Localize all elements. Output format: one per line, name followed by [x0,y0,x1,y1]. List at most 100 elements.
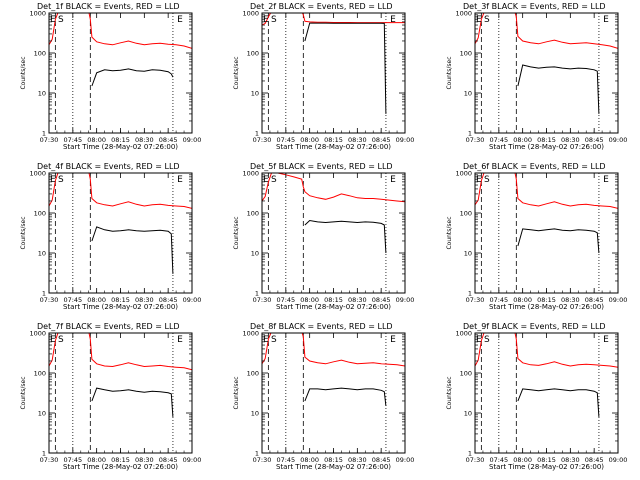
chart-title: Det_9f BLACK = Events, RED = LLD [463,322,606,331]
y-tick-label: 1000 [29,170,46,178]
x-tick-label: 09:00 [609,296,628,304]
series-line-lld [262,13,405,26]
x-tick-label: 08:30 [348,136,367,144]
chart-title: Det_4f BLACK = Events, RED = LLD [37,162,180,171]
y-tick-label: 1000 [242,170,259,178]
x-tick-label: 08:45 [372,296,391,304]
series-line-events [304,387,387,407]
chart-title: Det_6f BLACK = Events, RED = LLD [463,162,606,171]
x-axis-label: Start Time (28-May-02 07:26:00) [276,463,391,471]
y-tick-label: 100 [247,370,259,378]
event-marker-label: E [263,335,269,345]
x-tick-label: 08:15 [324,456,343,464]
plot-frame [48,332,193,454]
y-tick-label: 100 [34,50,46,58]
x-tick-label: 07:45 [276,136,295,144]
y-tick-label: 1 [255,290,259,298]
series-line-events [304,22,387,114]
chart-panel-4: Det_4f BLACK = Events, RED = LLD 1 10 100 10… [20,162,201,311]
event-marker-label: S [484,175,490,185]
x-tick-label: 07:45 [489,456,508,464]
plot-frame [261,172,406,294]
plot-frame [474,332,619,454]
event-marker-label: E [390,15,396,25]
x-tick-label: 09:00 [396,296,415,304]
plot-frame [261,332,406,454]
x-tick-label: 08:45 [159,136,178,144]
x-tick-label: 08:45 [585,456,604,464]
chart-title: Det_5f BLACK = Events, RED = LLD [250,162,393,171]
event-marker-label: E [50,15,56,25]
x-tick-label: 08:15 [111,136,130,144]
y-tick-label: 100 [34,370,46,378]
event-marker-label: E [603,175,609,185]
y-tick-label: 100 [34,210,46,218]
y-tick-label: 1 [468,130,472,138]
event-marker-label: E [476,335,482,345]
y-tick-label: 10 [464,410,472,418]
y-tick-label: 1 [255,450,259,458]
x-tick-label: 07:30 [253,136,272,144]
y-tick-label: 1 [468,450,472,458]
x-tick-label: 09:00 [183,136,202,144]
x-tick-label: 08:00 [87,136,106,144]
y-tick-label: 1000 [455,330,472,338]
chart-panel-6: Det_6f BLACK = Events, RED = LLD 1 10 100 10… [446,162,627,311]
plot-frame [474,172,619,294]
y-tick-label: 100 [460,50,472,58]
x-tick-label: 07:30 [253,456,272,464]
chart-title: Det_2f BLACK = Events, RED = LLD [250,2,393,11]
series-line-events [91,226,174,274]
x-tick-label: 07:45 [276,456,295,464]
x-tick-label: 07:30 [40,136,59,144]
plot-frame [261,12,406,134]
x-tick-label: 09:00 [183,296,202,304]
y-axis-label: Counts/sec [233,376,240,409]
series-line-events [91,387,174,417]
y-axis-label: Counts/sec [446,56,453,89]
event-marker-label: E [177,175,183,185]
chart-panel-2: Det_2f BLACK = Events, RED = LLD 1 10 100 10… [233,2,414,151]
x-tick-label: 08:45 [159,456,178,464]
x-tick-label: 08:45 [372,456,391,464]
x-tick-label: 07:30 [466,136,485,144]
x-tick-label: 08:15 [537,136,556,144]
x-axis-label: Start Time (28-May-02 07:26:00) [276,303,391,311]
y-tick-label: 100 [247,50,259,58]
x-axis-label: Start Time (28-May-02 07:26:00) [63,143,178,151]
x-tick-label: 07:30 [40,456,59,464]
chart-panel-7: Det_7f BLACK = Events, RED = LLD 1 10 100 10… [20,322,201,471]
chart-panel-9: Det_9f BLACK = Events, RED = LLD 1 10 100 10… [446,322,627,471]
event-marker-label: E [390,335,396,345]
x-tick-label: 08:00 [300,136,319,144]
event-marker-label: E [390,175,396,185]
x-axis-label: Start Time (28-May-02 07:26:00) [63,463,178,471]
x-tick-label: 07:30 [253,296,272,304]
y-tick-label: 10 [251,250,259,258]
series-line-lld [49,173,192,209]
x-axis-label: Start Time (28-May-02 07:26:00) [276,143,391,151]
x-tick-label: 08:30 [348,456,367,464]
y-tick-label: 1000 [242,330,259,338]
x-tick-label: 07:45 [276,296,295,304]
y-tick-label: 1 [255,130,259,138]
x-tick-label: 08:00 [513,136,532,144]
series-line-lld [49,333,192,371]
y-tick-label: 1000 [242,10,259,18]
y-tick-label: 1000 [455,10,472,18]
event-marker-label: E [50,175,56,185]
event-marker-label: E [476,15,482,25]
event-marker-label: S [484,15,490,25]
event-marker-label: E [476,175,482,185]
event-marker-label: S [58,335,64,345]
series-line-lld [49,13,192,49]
y-tick-label: 10 [38,410,46,418]
x-tick-label: 08:45 [585,136,604,144]
y-axis-label: Counts/sec [20,216,27,249]
x-tick-label: 07:45 [489,296,508,304]
y-axis-label: Counts/sec [20,376,27,409]
x-tick-label: 08:00 [87,456,106,464]
x-tick-label: 08:30 [561,296,580,304]
x-tick-label: 09:00 [609,456,628,464]
x-tick-label: 08:00 [87,296,106,304]
